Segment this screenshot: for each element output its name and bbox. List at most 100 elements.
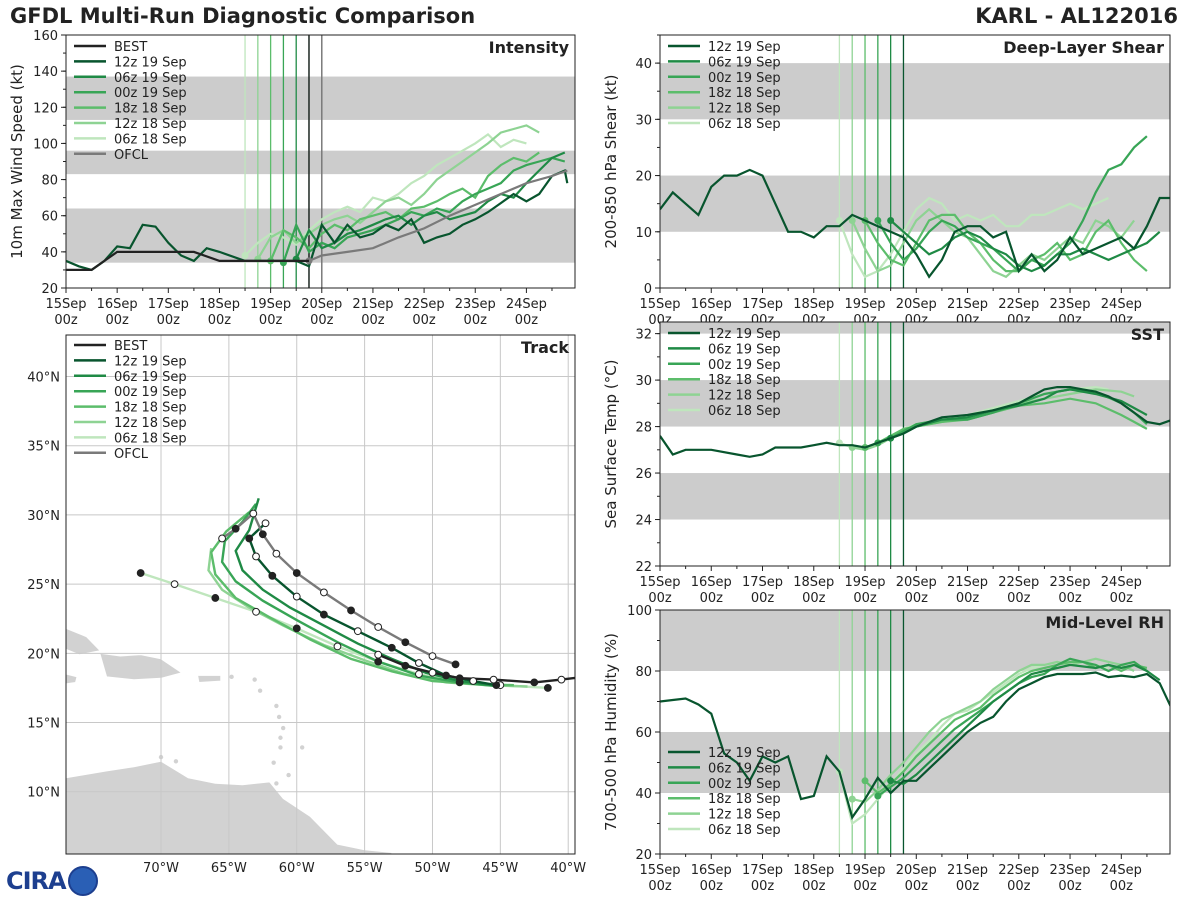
intensity-xtick-label: 21Sep (352, 297, 393, 312)
track-point (451, 660, 460, 669)
rh-ytick-label: 60 (635, 726, 652, 741)
track-xtick-label: 40°W (550, 861, 586, 876)
rh-xtick-label: 21Sep (947, 863, 988, 878)
rh-series-line (660, 671, 1170, 820)
track-point (543, 684, 552, 692)
rh-xtick-label: 00z (853, 879, 877, 894)
island-shape (274, 703, 279, 709)
land-shape (66, 673, 78, 685)
track-legend-label: 12z 18 Sep (114, 416, 187, 431)
intensity-ytick-label: 120 (33, 101, 58, 116)
shear-xtick-label: 22Sep (998, 297, 1039, 312)
sst-ylabel: Sea Surface Temp (°C) (602, 359, 620, 528)
sst-ytick-label: 30 (635, 374, 652, 389)
track-point (374, 623, 383, 631)
track-point (489, 675, 498, 684)
island-shape (252, 677, 257, 682)
rh-xtick-label: 20Sep (896, 863, 937, 878)
rh-xtick-label: 15Sep (639, 863, 680, 878)
shear-xtick-label: 18Sep (793, 297, 834, 312)
intensity-ytick-label: 40 (41, 246, 58, 261)
sst-frame (659, 321, 1171, 567)
track-point (252, 552, 260, 561)
intensity-xtick-label: 00z (54, 313, 78, 328)
track-title: Track (521, 338, 569, 357)
shear-legend-label: 12z 18 Sep (708, 102, 781, 117)
rh-xtick-label: 00z (905, 879, 929, 894)
sst-xtick-label: 24Sep (1101, 575, 1142, 590)
track-xtick-label: 55°W (347, 861, 383, 876)
track-point (347, 606, 355, 615)
shear-ytick-label: 30 (635, 113, 652, 128)
rh-panel: 2040608010015Sep00z16Sep00z17Sep00z18Sep… (602, 604, 1171, 894)
track-point (387, 643, 396, 652)
track-point (252, 607, 260, 616)
sst-legend-label: 12z 18 Sep (708, 389, 781, 404)
track-ytick-label: 40°N (27, 371, 60, 386)
track-point (258, 530, 267, 539)
shear-xtick-label: 24Sep (1101, 297, 1142, 312)
track-line (140, 571, 548, 690)
sst-band-0 (660, 473, 1170, 520)
island-shape (278, 745, 283, 750)
rh-ytick-label: 80 (635, 665, 652, 680)
shear-legend-label: 18z 18 Sep (708, 86, 781, 101)
track-legend-label: OFCL (114, 447, 149, 462)
track-ytick-label: 10°N (27, 786, 60, 801)
track-xtick-label: 60°W (279, 861, 315, 876)
rh-xtick-label: 00z (1110, 879, 1134, 894)
intensity-xtick-label: 24Sep (506, 297, 547, 312)
rh-xtick-label: 00z (648, 879, 672, 894)
track-point (211, 594, 220, 602)
track-point (249, 509, 258, 518)
rh-init-point (874, 792, 882, 800)
sst-xtick-label: 20Sep (896, 575, 937, 590)
rh-series-line (890, 663, 1161, 786)
intensity-legend-label: 18z 18 Sep (114, 102, 187, 117)
track-point (319, 588, 328, 597)
sst-xtick-label: 00z (802, 591, 826, 606)
intensity-xtick-label: 00z (412, 313, 436, 328)
rh-band-0 (660, 732, 1170, 793)
track-panel: 70°W 65°W 60°W 55°W 50°W 45°W 40°W 10°N 15°N 20°N… (27, 334, 586, 876)
sst-xtick-label: 16Sep (691, 575, 732, 590)
sst-xtick-label: 00z (648, 591, 672, 606)
sst-xtick-label: 00z (853, 591, 877, 606)
island-shape (173, 759, 179, 764)
rh-xtick-label: 00z (751, 879, 775, 894)
track-point (557, 675, 566, 684)
track-xtick-label: 65°W (211, 861, 247, 876)
rh-legend-label: 18z 18 Sep (708, 792, 781, 807)
intensity-series-line (256, 124, 540, 260)
intensity-legend-label: OFCL (114, 148, 149, 163)
rh-xtick-label: 24Sep (1101, 863, 1142, 878)
sst-xtick-label: 00z (700, 591, 724, 606)
shear-ytick-label: 10 (635, 226, 652, 241)
sst-ytick-label: 26 (635, 467, 652, 482)
island-shape (271, 760, 276, 765)
sst-title: SST (1131, 325, 1164, 344)
sst-xtick-label: 00z (1007, 591, 1031, 606)
sst-xtick-label: 17Sep (742, 575, 783, 590)
intensity-xtick-label: 00z (259, 313, 283, 328)
track-point (530, 678, 539, 687)
storm-id: KARL - AL122016 (975, 4, 1178, 28)
sst-xtick-label: 18Sep (793, 575, 834, 590)
rh-legend-label: 12z 19 Sep (708, 746, 781, 761)
sst-legend-label: 06z 18 Sep (708, 404, 781, 419)
track-point (401, 661, 410, 670)
shear-title: Deep-Layer Shear (1003, 38, 1164, 57)
shear-ytick-label: 20 (635, 170, 652, 185)
intensity-xtick-label: 00z (208, 313, 232, 328)
intensity-legend-label: 12z 18 Sep (114, 117, 187, 132)
track-point (442, 671, 450, 680)
intensity-xtick-label: 00z (464, 313, 488, 328)
shear-series-line (889, 219, 1161, 273)
shear-init-point (848, 217, 856, 225)
sst-xtick-label: 00z (1058, 591, 1082, 606)
land-shape (66, 627, 101, 656)
intensity-xtick-label: 00z (310, 313, 334, 328)
intensity-xtick-label: 23Sep (455, 297, 496, 312)
sst-legend-label: 12z 19 Sep (708, 327, 781, 342)
rh-init-point (861, 777, 869, 785)
